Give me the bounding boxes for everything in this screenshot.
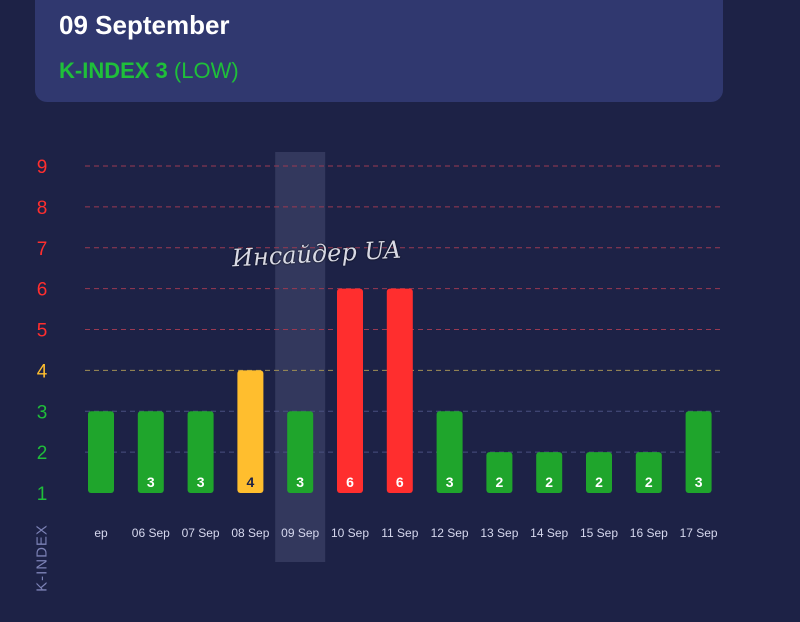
bar-16-sep bbox=[635, 452, 662, 493]
k-index-summary: K-INDEX 3 (LOW) bbox=[59, 58, 239, 84]
y-tick-5: 5 bbox=[37, 321, 48, 342]
bar-06-sep bbox=[137, 411, 164, 493]
data-label: 3 bbox=[695, 474, 703, 490]
y-tick-8: 8 bbox=[37, 198, 48, 219]
bar-17-sep bbox=[685, 411, 712, 493]
bar-13-sep bbox=[486, 452, 513, 493]
x-tick-label: ep bbox=[94, 526, 108, 540]
bar-15-sep bbox=[586, 452, 612, 493]
bar-10-sep bbox=[337, 288, 363, 493]
bar-12-sep bbox=[436, 411, 463, 493]
x-tick-label: 07 Sep bbox=[182, 526, 220, 540]
k-index-label: K-INDEX 3 bbox=[59, 58, 168, 83]
data-label: 2 bbox=[595, 474, 603, 490]
bar-14-sep bbox=[536, 452, 563, 493]
x-tick-label: 10 Sep bbox=[331, 526, 369, 540]
x-tick-label: 09 Sep bbox=[281, 526, 319, 540]
x-tick-label: 14 Sep bbox=[530, 526, 568, 540]
bar-08-sep bbox=[237, 370, 264, 493]
header-date: 09 September bbox=[59, 10, 230, 40]
bars-group: ep 3 06 Sep 3 07 Sep 4 08 Sep 3 09 Sep 6 10 Sep 6 11… bbox=[88, 288, 761, 540]
data-label: 4 bbox=[247, 474, 255, 490]
y-axis-label: K-INDEX bbox=[33, 524, 51, 592]
y-tick-1: 1 bbox=[37, 484, 48, 505]
data-label: 3 bbox=[745, 474, 753, 490]
x-tick-label: 12 Sep bbox=[431, 526, 469, 540]
data-label: 6 bbox=[396, 474, 404, 490]
y-tick-7: 7 bbox=[37, 239, 48, 260]
y-tick-4: 4 bbox=[37, 361, 48, 382]
data-label: 3 bbox=[296, 474, 304, 490]
x-tick-label: 15 Sep bbox=[580, 526, 618, 540]
data-label: 6 bbox=[346, 474, 354, 490]
k-index-level: (LOW) bbox=[173, 58, 239, 83]
y-tick-6: 6 bbox=[37, 280, 48, 301]
y-tick-2: 2 bbox=[37, 443, 48, 464]
bar-05-sep bbox=[88, 411, 114, 493]
x-tick-label: 16 Sep bbox=[630, 526, 668, 540]
data-label: 3 bbox=[197, 474, 205, 490]
header-card: 09 September K-INDEX 3 (LOW) bbox=[35, 0, 723, 102]
bar-11-sep bbox=[386, 288, 413, 493]
x-tick-label: 08 Sep bbox=[231, 526, 269, 540]
data-label: 2 bbox=[645, 474, 653, 490]
data-label: 3 bbox=[446, 474, 454, 490]
x-tick-label: 06 Sep bbox=[132, 526, 170, 540]
data-label: 3 bbox=[147, 474, 155, 490]
x-tick-label: 11 Sep bbox=[381, 526, 418, 540]
x-tick-label: 18 S bbox=[736, 526, 761, 540]
y-tick-9: 9 bbox=[37, 157, 48, 178]
data-label: 2 bbox=[545, 474, 553, 490]
highlight-band bbox=[275, 152, 326, 562]
bar-09-sep bbox=[287, 411, 314, 493]
bar-18-sep bbox=[735, 411, 761, 493]
x-tick-label: 13 Sep bbox=[480, 526, 518, 540]
bar-07-sep bbox=[187, 411, 214, 493]
x-tick-label: 17 Sep bbox=[680, 526, 718, 540]
data-label: 2 bbox=[496, 474, 504, 490]
y-tick-3: 3 bbox=[37, 402, 48, 423]
